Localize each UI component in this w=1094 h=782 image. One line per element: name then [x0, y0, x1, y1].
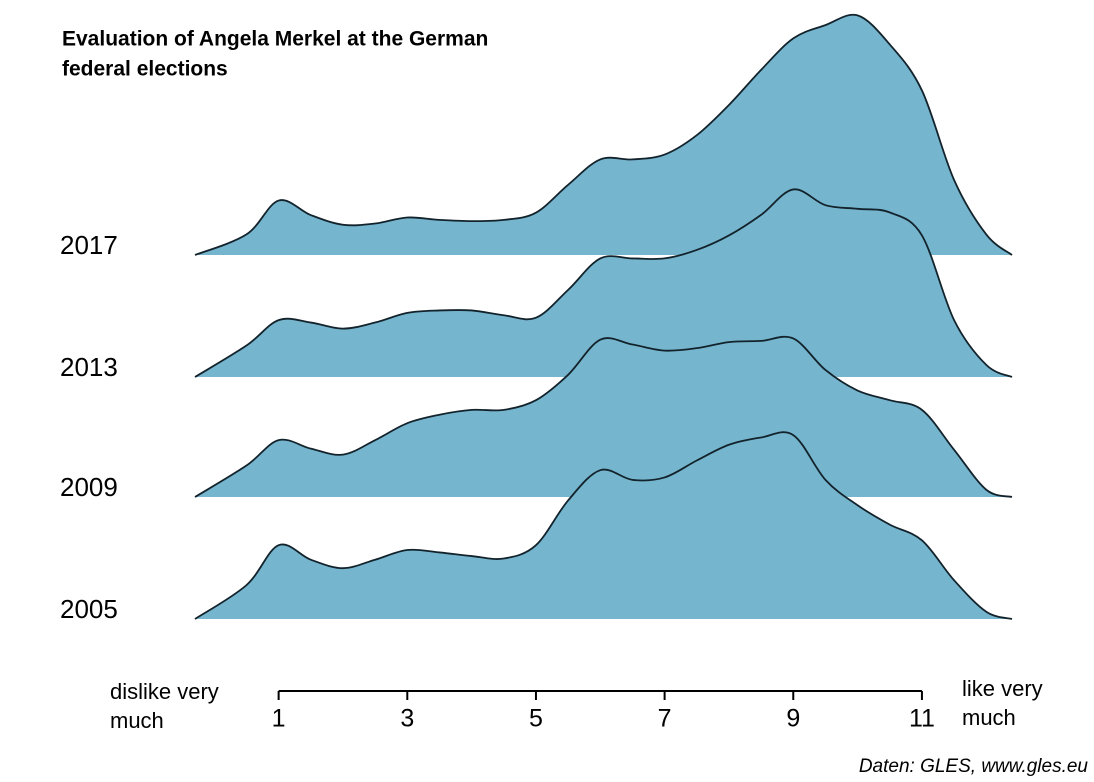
x-label-left: much [110, 708, 164, 733]
x-tick-label: 7 [658, 705, 672, 733]
x-tick-label: 3 [400, 705, 414, 733]
x-tick-label: 9 [786, 705, 800, 733]
ridge-line [194, 13, 1013, 256]
x-label-right: like very [962, 676, 1043, 701]
x-tick-label: 11 [909, 705, 935, 733]
x-tick-label: 1 [272, 705, 286, 733]
source: Daten: GLES, www.gles.eu [859, 756, 1089, 777]
ridge-line [194, 335, 1013, 498]
row-label: 2013 [60, 352, 118, 382]
row-label: 2009 [60, 472, 118, 502]
chart-title: federal elections [62, 58, 228, 81]
ridge-line [194, 431, 1013, 620]
x-label-left: dislike very [110, 679, 219, 704]
x-label-right: much [962, 705, 1016, 730]
ridge-area [195, 432, 1012, 619]
x-tick-label: 5 [529, 705, 543, 733]
chart-title: Evaluation of Angela Merkel at the Germa… [62, 28, 488, 51]
ridge-line [194, 188, 1013, 378]
ridge-area [195, 189, 1012, 377]
row-label: 2005 [60, 594, 118, 624]
row-label: 2017 [60, 230, 118, 260]
